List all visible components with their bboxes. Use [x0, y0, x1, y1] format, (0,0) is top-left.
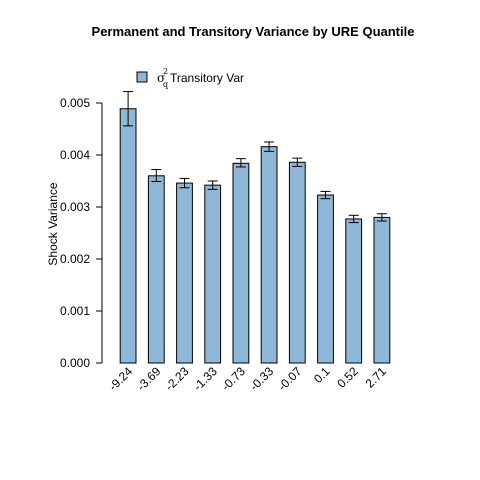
x-tick-label: -0.33: [247, 364, 276, 393]
bar: [318, 195, 334, 363]
bars: [120, 92, 390, 363]
bar: [374, 217, 390, 363]
bar: [205, 185, 221, 363]
bar: [289, 162, 305, 363]
y-axis: 0.000 0.001 0.002 0.003 0.004 0.005: [60, 96, 102, 370]
y-tick-label: 0.005: [60, 96, 90, 110]
x-tick-label: 0.52: [334, 364, 361, 391]
bar: [261, 147, 277, 363]
y-axis-label: Shock Variance: [46, 182, 60, 265]
legend: σ 2 q Transitory Var: [137, 67, 244, 89]
bar: [148, 176, 164, 363]
y-tick-label: 0.003: [60, 200, 90, 214]
x-tick-label: 0.1: [311, 364, 333, 386]
y-tick-label: 0.002: [60, 252, 90, 266]
x-tick-label: -0.73: [219, 364, 248, 393]
y-tick-label: 0.001: [60, 304, 90, 318]
x-tick-label: -3.69: [134, 364, 163, 393]
y-tick-label: 0.004: [60, 148, 90, 162]
legend-label: Transitory Var: [170, 71, 244, 85]
x-tick-label: -2.23: [162, 364, 191, 393]
legend-symbol-sub: q: [163, 80, 168, 89]
bar: [233, 163, 249, 363]
legend-symbol-sup: 2: [163, 67, 168, 76]
chart-title: Permanent and Transitory Variance by URE…: [92, 24, 415, 39]
bar: [177, 183, 193, 363]
x-axis-labels: -9.24-3.69-2.23-1.33-0.73-0.33-0.07 0.1 0.…: [106, 364, 389, 393]
bar: [120, 109, 136, 363]
x-tick-label: 2.71: [363, 364, 390, 391]
bar: [346, 219, 362, 363]
legend-swatch: [137, 72, 147, 82]
x-tick-label: -0.07: [275, 364, 304, 393]
x-tick-label: -9.24: [106, 364, 135, 393]
y-tick-label: 0.000: [60, 356, 90, 370]
x-tick-label: -1.33: [191, 364, 220, 393]
